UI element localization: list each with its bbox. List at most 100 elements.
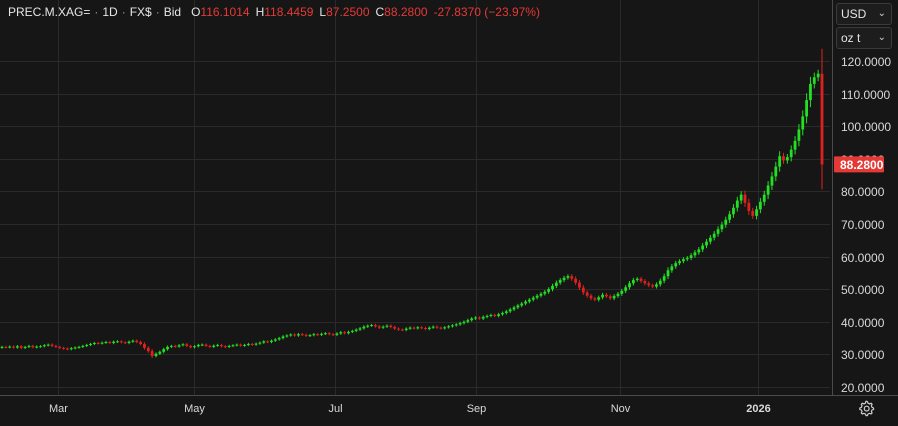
candle-body <box>635 278 639 281</box>
y-tick-label: 80.0000 <box>841 185 885 199</box>
candle-body <box>246 343 250 345</box>
settings-gear-icon[interactable] <box>857 399 875 417</box>
candle-body <box>323 333 327 335</box>
candle-body <box>404 328 408 330</box>
candle-body <box>504 311 508 313</box>
candle-body <box>616 293 620 297</box>
candle-body <box>377 326 381 328</box>
candle-body <box>339 332 343 334</box>
y-tick-label: 110.0000 <box>841 88 890 102</box>
candle-body <box>770 176 774 186</box>
high-value: 118.4459 <box>264 5 314 19</box>
chevron-down-icon: ⌄ <box>877 32 886 43</box>
candle-body <box>643 281 647 284</box>
candle-body <box>62 347 65 349</box>
candle-body <box>104 342 108 344</box>
candle-body <box>208 345 212 347</box>
open-key: O <box>191 5 201 19</box>
instrument-symbol[interactable]: PREC.M.XAG= <box>8 5 91 19</box>
candle-body <box>189 345 193 348</box>
candle-body <box>100 342 104 344</box>
candle-body <box>239 344 243 346</box>
candle-body <box>535 295 539 298</box>
candle-body <box>528 299 531 302</box>
candle-body <box>320 333 323 335</box>
y-tick-label: 50.0000 <box>841 283 885 297</box>
last-price-label: 88.2800 <box>840 158 884 172</box>
x-tick-label: Mar <box>49 403 68 415</box>
legend-separator: · <box>94 5 99 19</box>
candle-body <box>531 297 535 300</box>
y-tick-label: 30.0000 <box>841 348 885 362</box>
candle-body <box>266 341 270 343</box>
x-tick-label: 2026 <box>746 403 770 415</box>
candle-body <box>19 346 23 348</box>
candle-body <box>720 224 724 230</box>
candle-body <box>774 166 778 177</box>
candle-body <box>277 338 281 340</box>
candle-body <box>489 314 493 316</box>
candle-body <box>316 334 320 336</box>
candle-body <box>354 329 358 331</box>
candle-body <box>158 351 162 354</box>
candle-body <box>581 287 585 293</box>
candle-body <box>412 327 416 329</box>
price-axis-labels: 120.0000110.0000100.000090.000080.000070… <box>841 55 891 395</box>
candle-body <box>235 344 239 346</box>
candlestick-series <box>0 48 824 359</box>
currency-dropdown-value: USD <box>841 7 867 21</box>
candle-body <box>297 334 300 336</box>
candle-body <box>424 327 427 329</box>
candle-body <box>250 343 254 345</box>
interval-label[interactable]: 1D <box>102 5 118 19</box>
candle-body <box>578 282 581 288</box>
candle-body <box>200 344 204 346</box>
candle-body <box>50 344 54 346</box>
candle-body <box>331 334 335 336</box>
candle-body <box>716 229 720 234</box>
candle-body <box>77 346 81 348</box>
candle-body <box>789 149 793 158</box>
candle-body <box>735 200 739 208</box>
candle-body <box>169 345 173 347</box>
candle-body <box>589 295 593 299</box>
candle-body <box>397 328 400 330</box>
candle-body <box>655 284 658 287</box>
candle-body <box>639 278 643 282</box>
candle-body <box>400 329 404 331</box>
currency-dropdown[interactable]: USD ⌄ <box>836 3 892 25</box>
candle-body <box>631 280 635 284</box>
candle-body <box>570 276 574 279</box>
candle-body <box>58 346 62 348</box>
candle-body <box>108 342 112 344</box>
candle-body <box>112 341 116 343</box>
candle-body <box>343 332 347 334</box>
candle-body <box>31 345 35 348</box>
candle-body <box>123 342 127 344</box>
price-side-label: Bid <box>163 5 182 19</box>
candle-body <box>270 340 273 343</box>
unit-dropdown[interactable]: oz t ⌄ <box>836 27 892 49</box>
candle-body <box>647 283 651 286</box>
candle-body <box>262 341 266 343</box>
candle-body <box>304 334 308 336</box>
candle-body <box>81 345 85 347</box>
candle-body <box>289 334 293 336</box>
candle-body <box>605 294 608 297</box>
candle-body <box>23 346 27 348</box>
candle-body <box>651 285 655 287</box>
candle-body <box>327 333 331 335</box>
horizontal-gridlines <box>0 61 830 388</box>
candle-body <box>85 344 89 346</box>
candle-body <box>285 335 289 337</box>
candle-body <box>35 346 39 348</box>
candle-body <box>708 237 712 242</box>
candle-body <box>173 345 177 347</box>
candle-body <box>682 259 685 262</box>
candle-body <box>39 346 42 348</box>
candle-body <box>254 343 258 345</box>
candle-body <box>474 317 477 319</box>
candle-body <box>497 314 501 316</box>
candle-body <box>462 321 466 324</box>
